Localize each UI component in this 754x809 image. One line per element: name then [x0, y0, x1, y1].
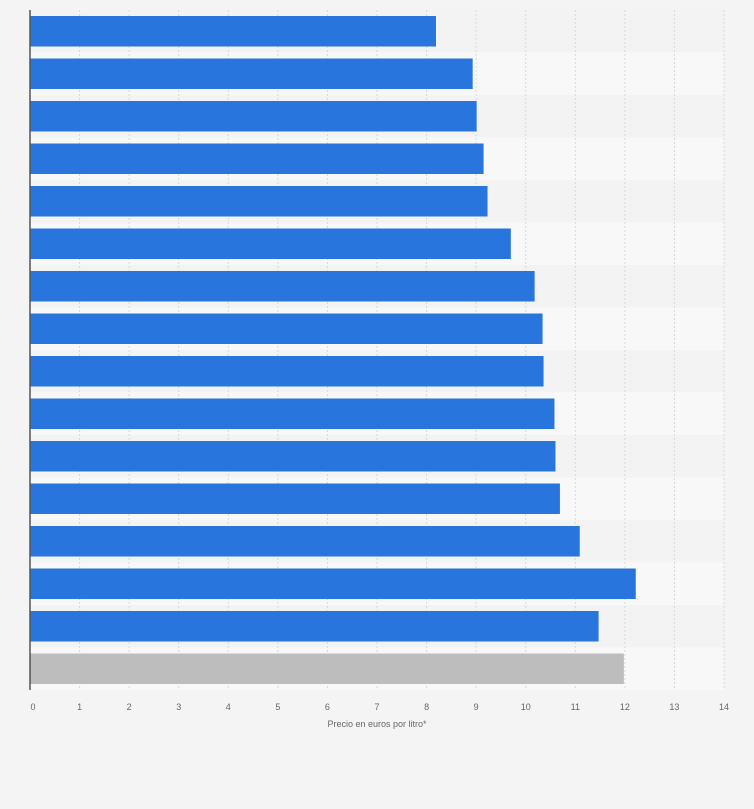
bar — [30, 228, 511, 259]
x-tick-label: 13 — [669, 702, 679, 712]
x-tick-label: 9 — [474, 702, 479, 712]
x-tick-label: 1 — [77, 702, 82, 712]
x-tick-label: 3 — [176, 702, 181, 712]
x-axis-label: Precio en euros por litro* — [327, 719, 427, 729]
x-tick-label: 14 — [719, 702, 729, 712]
bar — [30, 16, 436, 47]
bar — [30, 143, 484, 174]
x-tick-label: 8 — [424, 702, 429, 712]
x-tick-label: 10 — [521, 702, 531, 712]
bar — [30, 653, 624, 684]
bar — [30, 186, 488, 217]
x-tick-label: 6 — [325, 702, 330, 712]
bar — [30, 526, 580, 557]
x-tick-label: 4 — [226, 702, 231, 712]
x-tick-label: 5 — [275, 702, 280, 712]
bar — [30, 356, 544, 387]
bar — [30, 58, 473, 89]
x-tick-label: 12 — [620, 702, 630, 712]
bar — [30, 483, 560, 514]
bar — [30, 568, 636, 599]
bar — [30, 441, 556, 472]
bar — [30, 398, 555, 429]
x-tick-label: 7 — [374, 702, 379, 712]
x-tick-label: 2 — [127, 702, 132, 712]
bar — [30, 313, 543, 344]
x-tick-label: 11 — [571, 702, 580, 712]
x-tick-label: 0 — [30, 702, 35, 712]
bar — [30, 271, 535, 302]
bar — [30, 611, 599, 642]
bar — [30, 101, 477, 132]
